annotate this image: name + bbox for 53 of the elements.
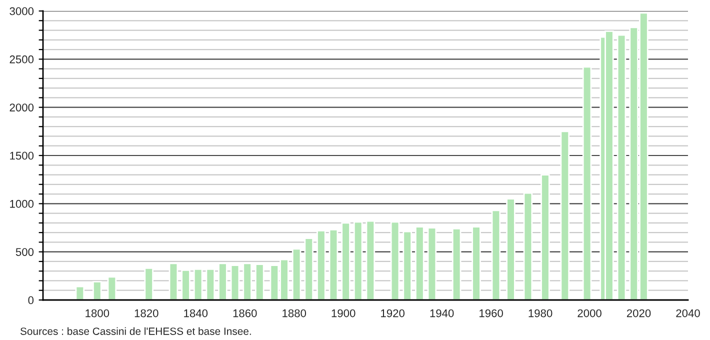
x-tick-label: 2000 <box>578 309 602 318</box>
bar <box>491 210 501 300</box>
bar <box>341 222 350 300</box>
bar <box>472 226 481 300</box>
y-tick-label: 500 <box>16 248 34 256</box>
bar <box>366 220 376 300</box>
bar <box>328 228 338 300</box>
y-tick-label: 1500 <box>10 152 34 160</box>
bar <box>390 221 400 300</box>
x-tick-label: 1960 <box>480 309 503 318</box>
bar <box>540 174 550 300</box>
x-tick-label: 1800 <box>86 309 110 318</box>
x-tick-label: 1940 <box>430 309 454 318</box>
y-tick-label: 3000 <box>10 7 34 16</box>
bar <box>193 268 203 300</box>
bar <box>616 34 626 300</box>
x-tick-label: 1820 <box>134 309 158 318</box>
x-tick-label: 2020 <box>626 309 651 318</box>
x-tick-label: 1880 <box>282 309 306 318</box>
bar <box>506 198 516 300</box>
x-tick-label: 1860 <box>233 309 257 318</box>
y-tick-label: 0 <box>28 296 34 304</box>
bar <box>353 221 363 300</box>
bar <box>168 262 178 300</box>
bar <box>560 130 570 300</box>
x-tick-label: 1900 <box>332 309 356 318</box>
bar <box>107 276 117 300</box>
bar <box>316 230 326 300</box>
bar <box>523 192 533 300</box>
bar <box>75 286 85 300</box>
y-tick-label: 2000 <box>10 104 34 112</box>
bar <box>292 248 302 300</box>
bar <box>402 230 412 300</box>
source-note: Sources : base Cassini de l'EHESS et base Insee. <box>20 327 251 335</box>
bar <box>582 66 592 300</box>
bar <box>255 264 264 300</box>
bar <box>242 262 252 300</box>
x-tick-label: 1840 <box>184 309 208 318</box>
bar <box>144 268 154 300</box>
x-tick-label: 1980 <box>528 309 552 318</box>
bar <box>218 262 228 300</box>
bar <box>92 281 102 300</box>
bar <box>230 264 240 300</box>
bar <box>427 227 437 300</box>
bar <box>181 269 190 300</box>
y-tick-label: 2500 <box>10 55 34 64</box>
x-tick-label: 1920 <box>381 309 405 318</box>
bar <box>206 268 216 300</box>
y-tick-label: 1000 <box>10 200 34 208</box>
bar <box>415 226 424 300</box>
bar <box>452 228 462 300</box>
bar <box>304 238 314 300</box>
x-tick-label: 2040 <box>676 309 700 318</box>
